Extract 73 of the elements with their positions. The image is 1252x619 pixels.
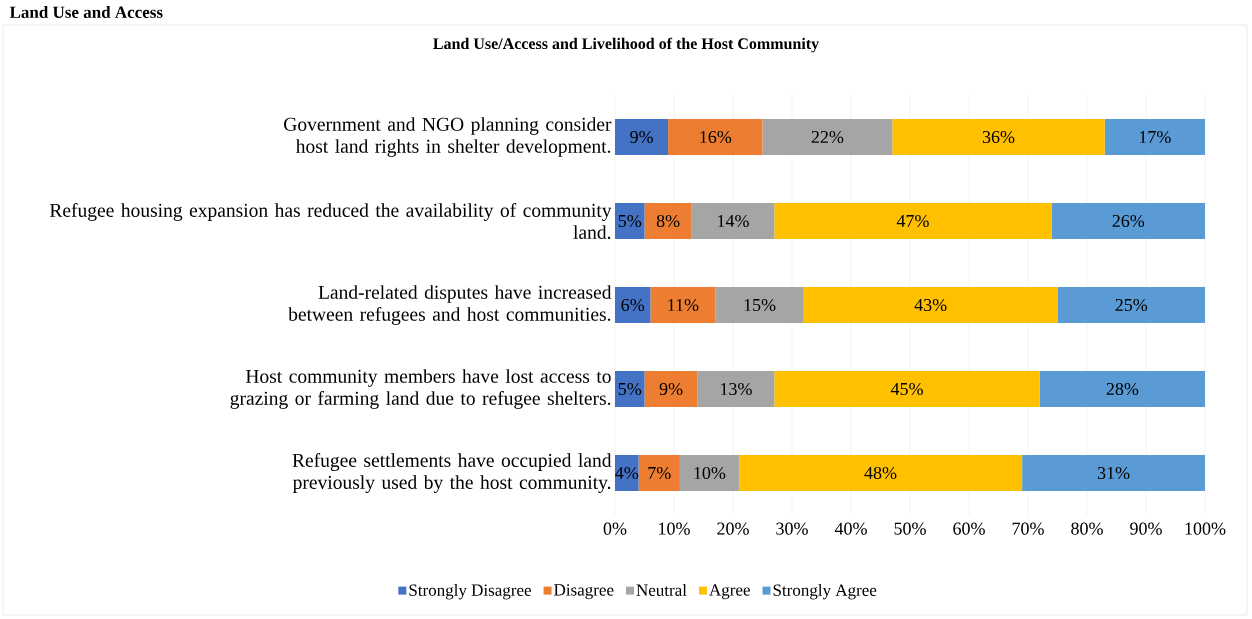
data-label: 25% <box>1115 298 1148 312</box>
data-label: 48% <box>864 466 897 480</box>
y-tick-label: Refugee settlements have occupied land previously used by the host community. <box>292 453 612 493</box>
bar <box>774 371 1040 407</box>
chart-title: Land Use/Access and Livelihood of the Host Community <box>433 37 819 53</box>
bar <box>1104 119 1205 155</box>
data-label: 5% <box>618 382 642 396</box>
bar <box>644 203 692 240</box>
data-label: 14% <box>718 214 749 228</box>
x-tick-label: 20% <box>717 522 749 535</box>
data-label: 9% <box>659 382 683 396</box>
data-label: 28% <box>1106 382 1139 396</box>
bar <box>638 455 680 491</box>
bar <box>615 203 645 240</box>
y-tick-label: Land-related disputes have increased between refugees and host communities. <box>288 285 612 325</box>
bar <box>715 287 804 324</box>
bar <box>650 287 716 324</box>
x-tick-label: 80% <box>1071 522 1103 535</box>
data-label: 8% <box>656 214 680 228</box>
bar <box>668 119 763 155</box>
data-label: 11% <box>668 298 699 312</box>
legend-label: Strongly Disagree <box>409 583 531 600</box>
data-label: 47% <box>896 214 929 228</box>
x-tick-label: 100% <box>1185 522 1226 535</box>
bar <box>762 119 893 155</box>
data-label: 17% <box>1139 130 1171 144</box>
x-tick-label: 40% <box>834 522 867 535</box>
bar <box>615 119 669 155</box>
data-label: 13% <box>721 382 752 396</box>
bar <box>691 203 775 240</box>
bar <box>1051 203 1205 240</box>
x-tick-label: 60% <box>953 522 985 535</box>
x-tick-label: 90% <box>1130 522 1162 535</box>
bar <box>615 455 639 491</box>
bar <box>1039 371 1205 407</box>
data-label: 4% <box>615 466 639 480</box>
x-tick-label: 70% <box>1012 522 1044 535</box>
legend-label: Disagree <box>554 584 614 600</box>
legend-label: Agree <box>709 584 750 600</box>
x-tick-label: 50% <box>894 522 926 535</box>
data-label: 6% <box>621 298 645 312</box>
data-label: 5% <box>618 214 642 228</box>
data-label: 16% <box>700 130 732 144</box>
data-label: 45% <box>890 382 923 396</box>
bar <box>679 455 739 491</box>
x-tick-label: 30% <box>776 522 808 535</box>
bar <box>615 371 645 407</box>
data-label: 26% <box>1112 214 1145 228</box>
data-label: 7% <box>648 466 671 480</box>
data-label: 36% <box>982 130 1015 144</box>
x-tick-label: 0% <box>603 522 627 535</box>
bar <box>615 287 651 324</box>
bar <box>774 203 1052 240</box>
data-label: 31% <box>1097 466 1130 480</box>
y-tick-label: Government and NGO planning consider host land rights in shelter development. <box>284 117 612 157</box>
bar <box>1057 287 1205 324</box>
text: Land Use and Access <box>9 6 163 18</box>
bar <box>644 371 698 407</box>
bar <box>697 371 775 407</box>
legend-label: Neutral <box>636 583 687 596</box>
y-tick-label: Host community members have lost access to grazing or farming land due to refugee shelters. <box>230 369 611 409</box>
data-label: 9% <box>630 130 653 144</box>
data-label: 43% <box>914 298 947 312</box>
data-label: 22% <box>811 130 844 144</box>
data-label: 15% <box>744 298 776 312</box>
y-tick-label: Refugee housing expansion has reduced the availability of community land. <box>49 203 612 240</box>
bar <box>1022 455 1205 491</box>
bar <box>803 287 1058 324</box>
data-label: 10% <box>694 466 726 480</box>
bar <box>738 455 1023 491</box>
x-tick-label: 10% <box>659 522 690 535</box>
legend-label: Strongly Agree <box>773 583 877 600</box>
bar <box>892 119 1105 155</box>
